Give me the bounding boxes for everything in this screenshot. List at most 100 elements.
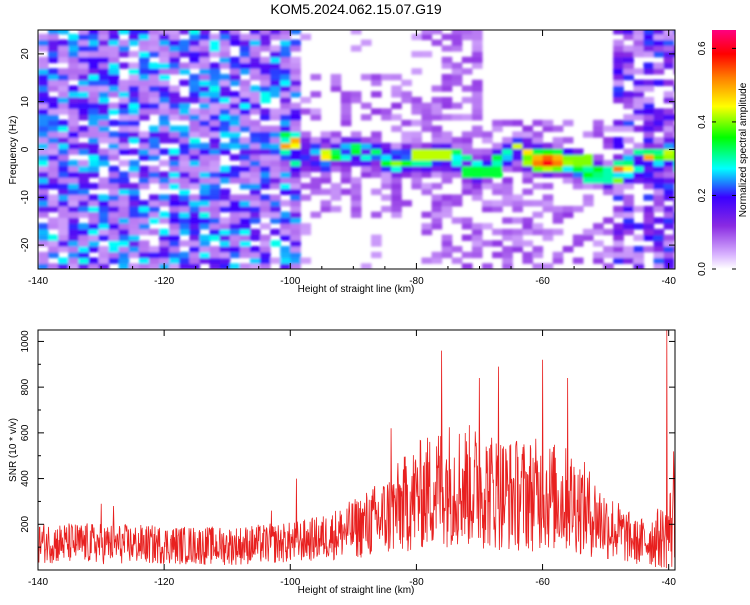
spectrogram-cell: [219, 223, 231, 230]
spectrogram-cell: [48, 200, 59, 207]
spectrogram-cell: [512, 160, 523, 167]
spectrogram-cell: [552, 257, 564, 264]
spectrogram-xlabel: Height of straight line (km): [298, 284, 415, 295]
spectrogram-cell: [229, 223, 241, 230]
spectrogram-cell: [411, 154, 423, 161]
spectrogram-cell: [209, 165, 221, 173]
spectrogram-cell: [189, 211, 201, 218]
spectrogram-cell: [270, 160, 281, 167]
spectrogram-cell: [108, 85, 120, 92]
spectrogram-cell: [492, 154, 503, 161]
spectrogram-cell: [78, 30, 90, 35]
spectrogram-cell: [78, 56, 90, 64]
spectrogram-cell: [562, 148, 574, 155]
spectrogram-cell: [108, 91, 120, 98]
spectrogram-cell: [88, 137, 100, 144]
spectrogram-cell: [673, 114, 675, 121]
spectrogram-cell: [219, 30, 231, 35]
spectrogram-cell: [189, 217, 201, 224]
spectrogram-cell: [300, 154, 312, 161]
spectrogram-cell: [461, 30, 473, 35]
spectrogram-cell: [108, 223, 120, 230]
spectrogram-cell: [633, 30, 645, 35]
spectrogram-cell: [38, 125, 49, 132]
spectrogram-cell: [179, 171, 190, 178]
spectrogram-ytick-label: -20: [20, 237, 31, 252]
spectrogram-cell: [199, 188, 211, 196]
spectrogram-cell: [159, 114, 170, 121]
spectrogram-cell: [482, 131, 493, 138]
spectrogram-cell: [48, 223, 59, 230]
spectrogram-cell: [260, 39, 271, 46]
spectrogram-cell: [189, 234, 201, 241]
spectrogram-cell: [593, 119, 604, 127]
spectrogram-cell: [149, 102, 160, 109]
spectrogram-ytick-label: 10: [20, 96, 31, 108]
spectrogram-cell: [482, 263, 493, 269]
spectrogram-cell: [229, 96, 241, 104]
spectrogram-cell: [290, 228, 301, 236]
spectrogram-cell: [88, 148, 100, 155]
spectrogram-cell: [350, 148, 362, 155]
snr-xtick-label: -120: [154, 577, 174, 588]
spectrogram-cell: [128, 102, 140, 109]
spectrogram-cell: [209, 125, 221, 132]
spectrogram-cell: [623, 200, 634, 207]
spectrogram-cell: [199, 165, 211, 173]
spectrogram-cell: [613, 137, 624, 144]
spectrogram-cell: [653, 33, 665, 41]
spectrogram-cell: [461, 251, 473, 259]
spectrogram-cell: [653, 125, 665, 132]
spectrogram-cell: [582, 154, 594, 161]
spectrogram-cell: [482, 182, 493, 190]
spectrogram-cell: [68, 211, 79, 218]
spectrogram-cell: [673, 68, 675, 75]
spectrogram-cell: [118, 125, 130, 132]
spectrogram-cell: [229, 73, 241, 81]
spectrogram-cell: [451, 114, 463, 121]
spectrogram-cell: [360, 263, 372, 269]
spectrogram-cell: [48, 240, 59, 247]
spectrogram-cell: [88, 142, 100, 150]
spectrogram-cell: [290, 251, 301, 259]
spectrogram-cell: [613, 160, 624, 167]
spectrogram-cell: [118, 96, 130, 104]
spectrogram-cell: [138, 257, 150, 264]
spectrogram-cell: [522, 177, 534, 184]
spectrogram-cell: [118, 251, 130, 259]
spectrogram-cell: [371, 73, 382, 81]
spectrogram-cell: [350, 131, 362, 138]
spectrogram-cell: [572, 177, 584, 184]
spectrogram-cell: [138, 148, 150, 155]
spectrogram-cell: [169, 171, 180, 178]
spectrogram-cell: [330, 142, 342, 150]
spectrogram-cell: [229, 263, 241, 269]
spectrogram-cell: [38, 102, 49, 109]
spectrogram-cell: [38, 56, 49, 64]
spectrogram-cell: [673, 125, 675, 132]
spectrogram-cell: [199, 171, 211, 178]
spectrogram-cell: [169, 211, 180, 218]
spectrogram-cell: [179, 200, 190, 207]
spectrogram-cell: [169, 200, 180, 207]
spectrogram-cell: [280, 114, 291, 121]
spectrogram-cell: [138, 30, 150, 35]
spectrogram-cell: [149, 211, 160, 218]
spectrogram-cell: [340, 171, 352, 178]
colorbar-label: Normalized spectral amplitude: [738, 82, 749, 217]
spectrogram-cell: [603, 160, 614, 167]
spectrogram-cell: [78, 148, 90, 155]
figure-title: KOM5.2024.062.15.07.G19: [270, 1, 441, 17]
spectrogram-cell: [38, 188, 49, 196]
spectrogram-cell: [532, 211, 544, 218]
spectrogram-cell: [643, 51, 655, 58]
spectrogram-cell: [149, 33, 160, 41]
spectrogram-cell: [461, 85, 473, 92]
spectrogram-cell: [199, 211, 211, 218]
spectrogram-cell: [199, 223, 211, 230]
spectrogram-cell: [593, 182, 604, 190]
spectrogram-cell: [371, 188, 382, 196]
spectrogram-cell: [502, 177, 513, 184]
